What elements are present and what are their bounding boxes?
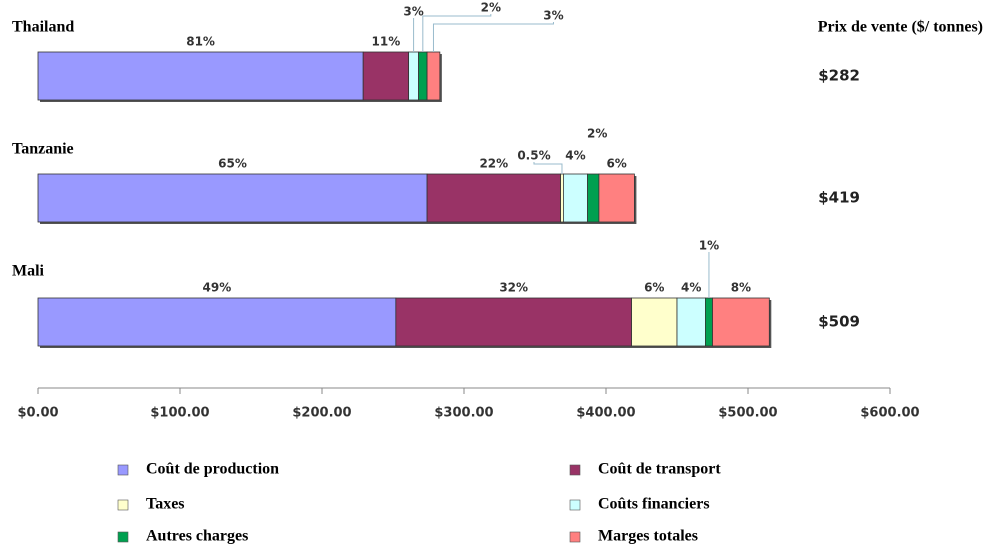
bar-segment <box>705 297 713 347</box>
data-label: 2% <box>587 127 607 141</box>
leader-line <box>533 162 563 174</box>
bar-segment <box>408 51 419 101</box>
x-tick-label: $200.00 <box>292 406 351 421</box>
bar-segment <box>426 51 441 101</box>
data-label: 3% <box>403 5 423 19</box>
data-label: 8% <box>731 281 751 295</box>
data-label: 3% <box>543 9 563 23</box>
bar-segment <box>37 173 428 223</box>
data-label: 6% <box>606 157 626 171</box>
legend-label: Coûts financiers <box>598 496 710 513</box>
x-tick-label: $100.00 <box>150 406 209 421</box>
bar-segment <box>631 297 678 347</box>
legend-label: Autres charges <box>146 528 248 545</box>
leader-line <box>422 14 492 52</box>
data-label: 32% <box>499 281 528 295</box>
bar-segment <box>676 297 706 347</box>
totals-header: Prix de vente ($/ tonnes) <box>818 19 983 36</box>
x-tick-label: $500.00 <box>718 406 777 421</box>
data-label: 0.5% <box>517 149 550 163</box>
legend-label: Coût de production <box>146 461 279 478</box>
bar-segment <box>37 51 364 101</box>
legend-swatch <box>569 499 581 511</box>
bar-segment <box>587 173 600 223</box>
legend-swatch <box>117 531 129 543</box>
bar-segment <box>712 297 770 347</box>
legend-swatch <box>117 499 129 511</box>
data-label: 65% <box>218 157 247 171</box>
total-label: $282 <box>818 67 860 85</box>
legend-swatch <box>569 464 581 476</box>
data-label: 22% <box>479 157 508 171</box>
bar-segment <box>426 173 561 223</box>
bar-segment <box>418 51 428 101</box>
x-tick-label: $300.00 <box>434 406 493 421</box>
data-label: 11% <box>372 35 401 49</box>
category-label: Mali <box>12 263 45 280</box>
data-label: 6% <box>644 281 664 295</box>
category-label: Tanzanie <box>12 141 74 158</box>
bar-segment <box>560 173 564 223</box>
legend-label: Coût de transport <box>598 461 721 478</box>
x-tick-label: $0.00 <box>17 406 58 421</box>
data-label: 1% <box>699 239 719 253</box>
bar-segment <box>563 173 588 223</box>
data-label: 2% <box>481 1 501 15</box>
bar-segment <box>37 297 397 347</box>
data-label: 4% <box>681 281 701 295</box>
total-label: $419 <box>818 189 860 207</box>
data-label: 4% <box>565 149 585 163</box>
bar-segment <box>395 297 632 347</box>
legend-swatch <box>117 464 129 476</box>
legend-swatch <box>569 531 581 543</box>
legend-label: Taxes <box>146 496 185 513</box>
bar-segment <box>362 51 410 101</box>
x-tick-label: $600.00 <box>860 406 919 421</box>
data-label: 49% <box>203 281 232 295</box>
legend-label: Marges totales <box>598 528 698 545</box>
total-label: $509 <box>818 313 860 331</box>
category-label: Thailand <box>12 19 74 36</box>
leader-line <box>432 22 554 52</box>
bar-segment <box>598 173 635 223</box>
data-label: 81% <box>186 35 215 49</box>
x-tick-label: $400.00 <box>576 406 635 421</box>
